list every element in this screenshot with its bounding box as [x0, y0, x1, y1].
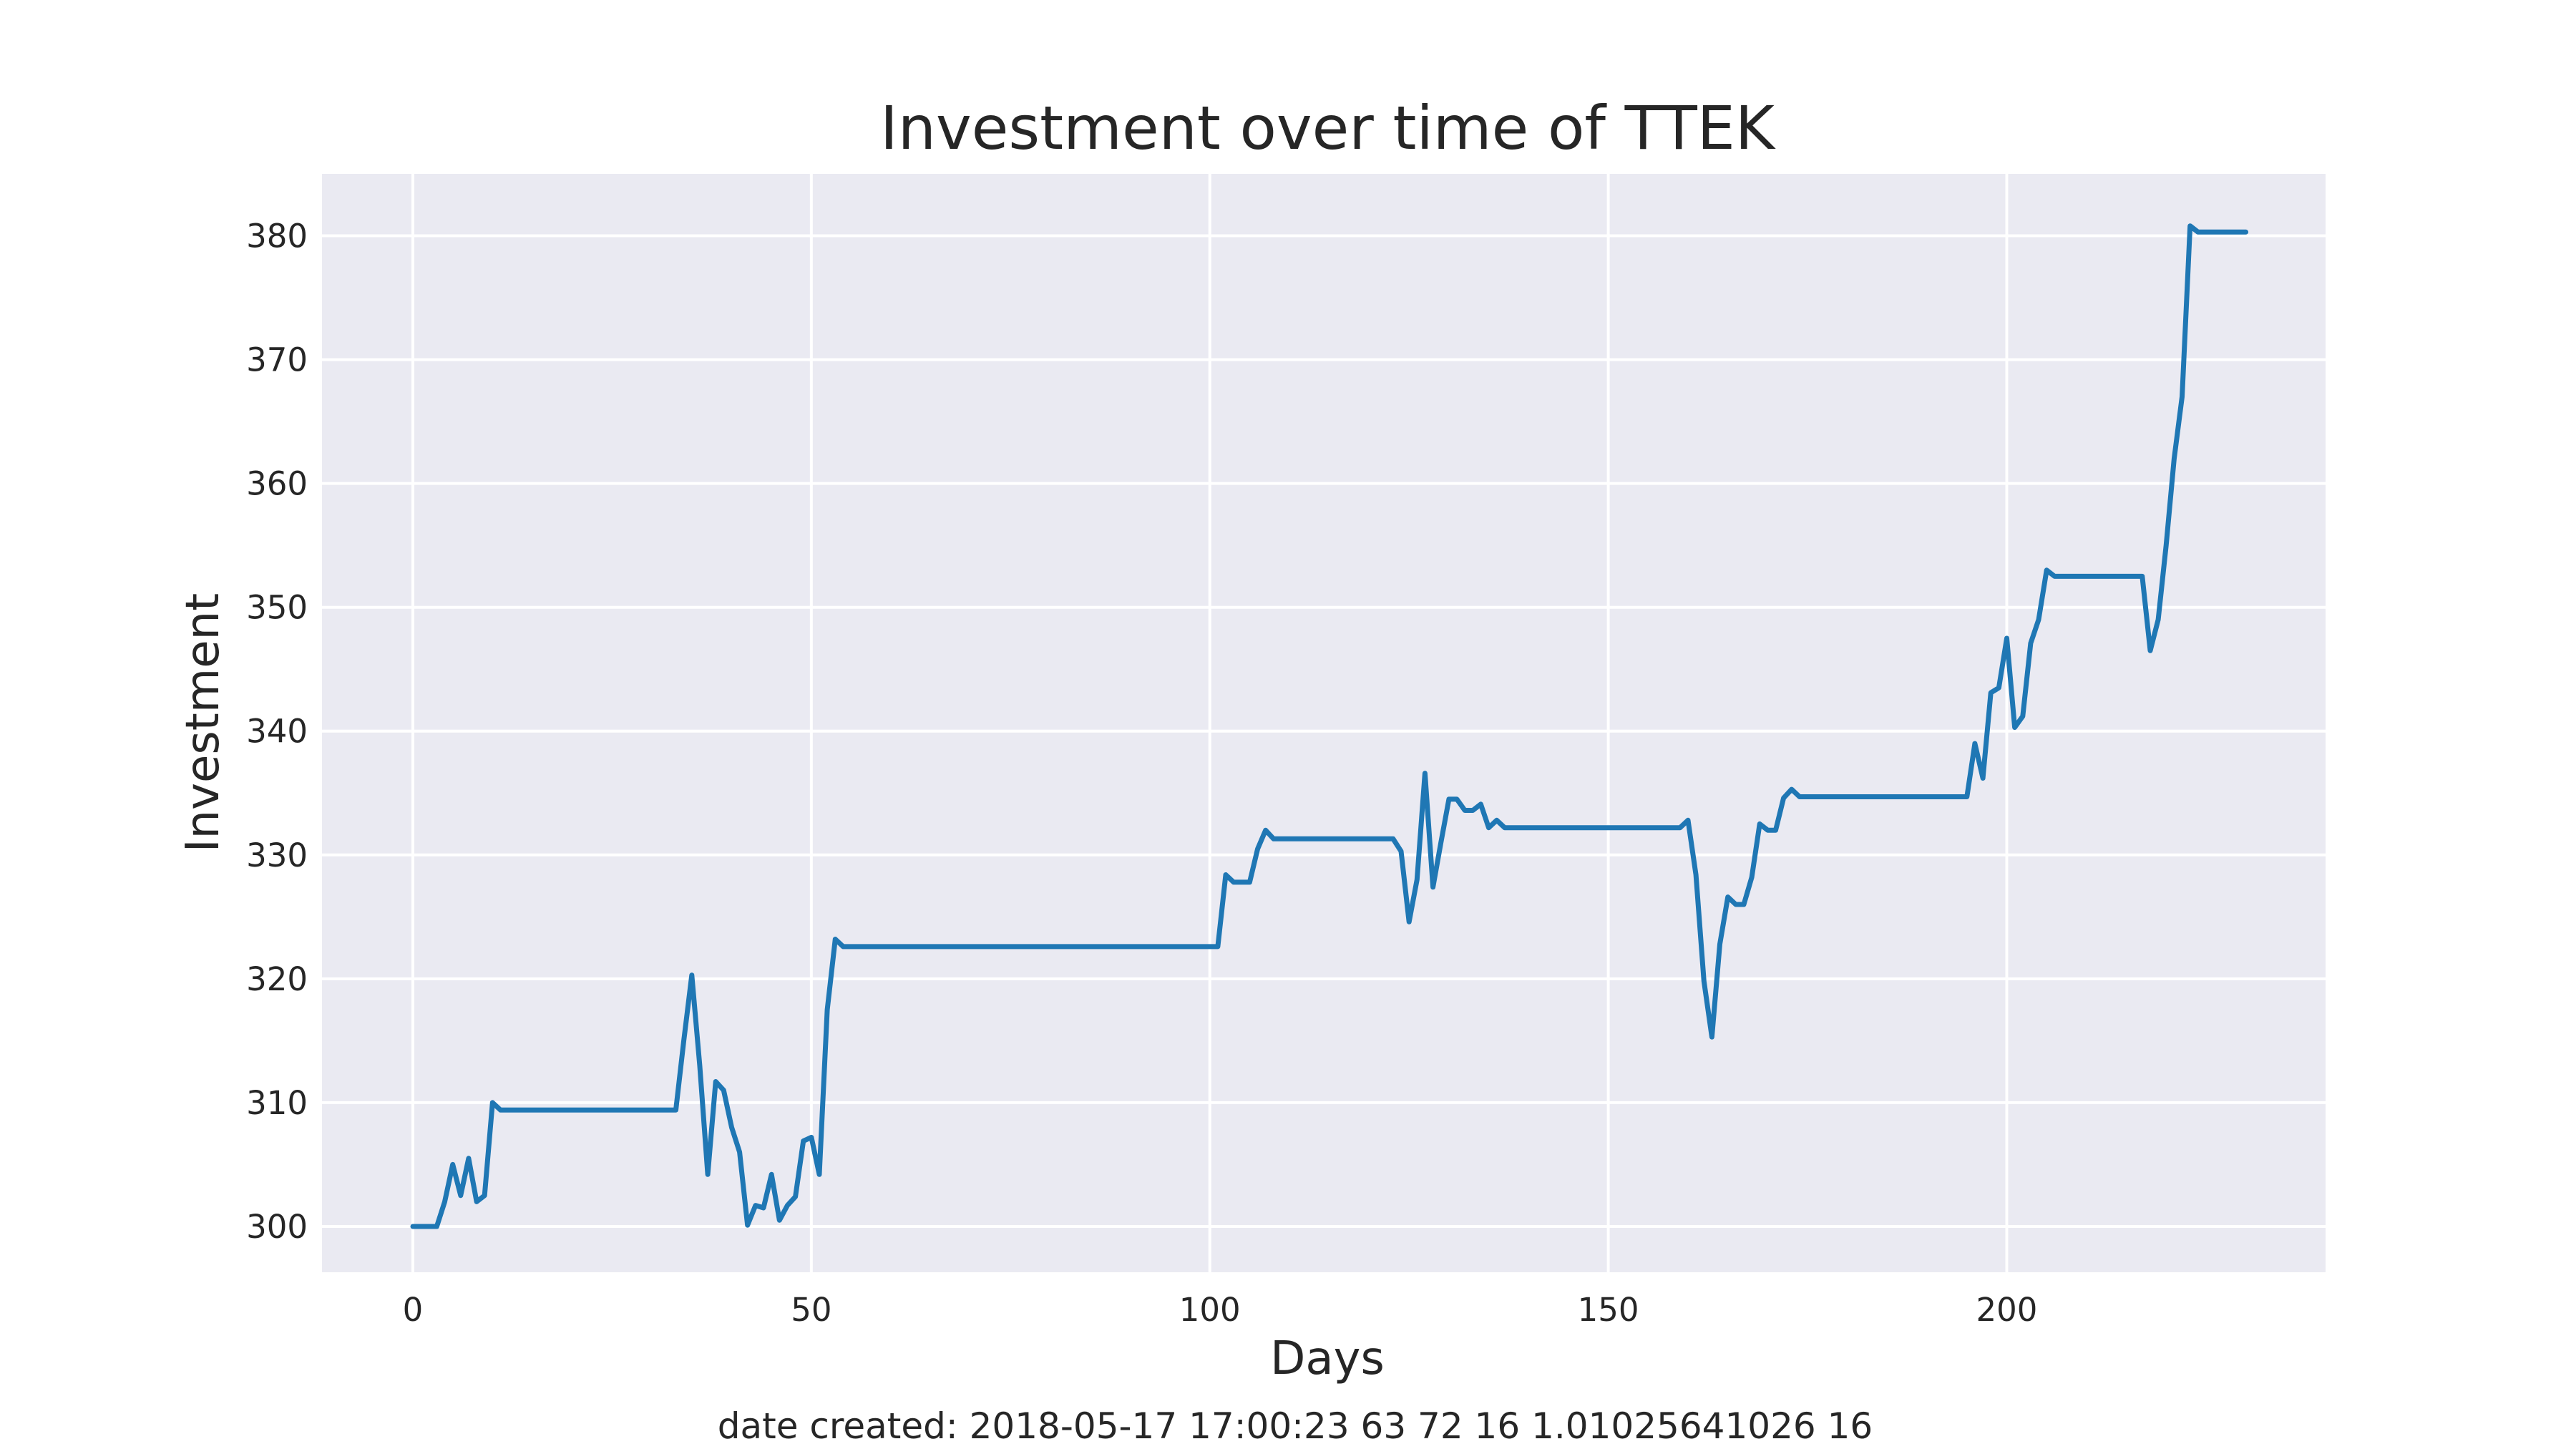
series-line	[410, 223, 2249, 1229]
y-tick-label: 310	[246, 1084, 308, 1122]
y-axis-label: Investment	[177, 593, 230, 853]
y-tick-label: 320	[246, 960, 308, 998]
y-tick-label: 380	[246, 218, 308, 255]
x-axis-label: Days	[1270, 1332, 1385, 1385]
y-tick-label: 360	[246, 465, 308, 503]
x-tick-label: 150	[1578, 1291, 1639, 1329]
x-tick-label: 100	[1179, 1291, 1241, 1329]
y-tick-label: 300	[246, 1208, 308, 1246]
grid	[322, 174, 2326, 1272]
x-tick-label: 0	[403, 1291, 424, 1329]
y-tick-label: 330	[246, 836, 308, 874]
y-tick-labels: 300 310 320 330 340 350 360 370 380	[246, 218, 308, 1246]
footer-text: date created: 2018-05-17 17:00:23 63 72 …	[718, 1405, 1873, 1447]
y-tick-label: 340	[246, 713, 308, 751]
series-layer	[410, 223, 2249, 1229]
x-tick-label: 200	[1976, 1291, 2038, 1329]
y-tick-label: 350	[246, 589, 308, 627]
plot-area	[322, 174, 2326, 1272]
chart-title: Investment over time of TTEK	[880, 93, 1776, 163]
x-tick-labels: 0 50 100 150 200	[403, 1291, 2038, 1329]
x-tick-label: 50	[791, 1291, 831, 1329]
y-tick-label: 370	[246, 341, 308, 379]
